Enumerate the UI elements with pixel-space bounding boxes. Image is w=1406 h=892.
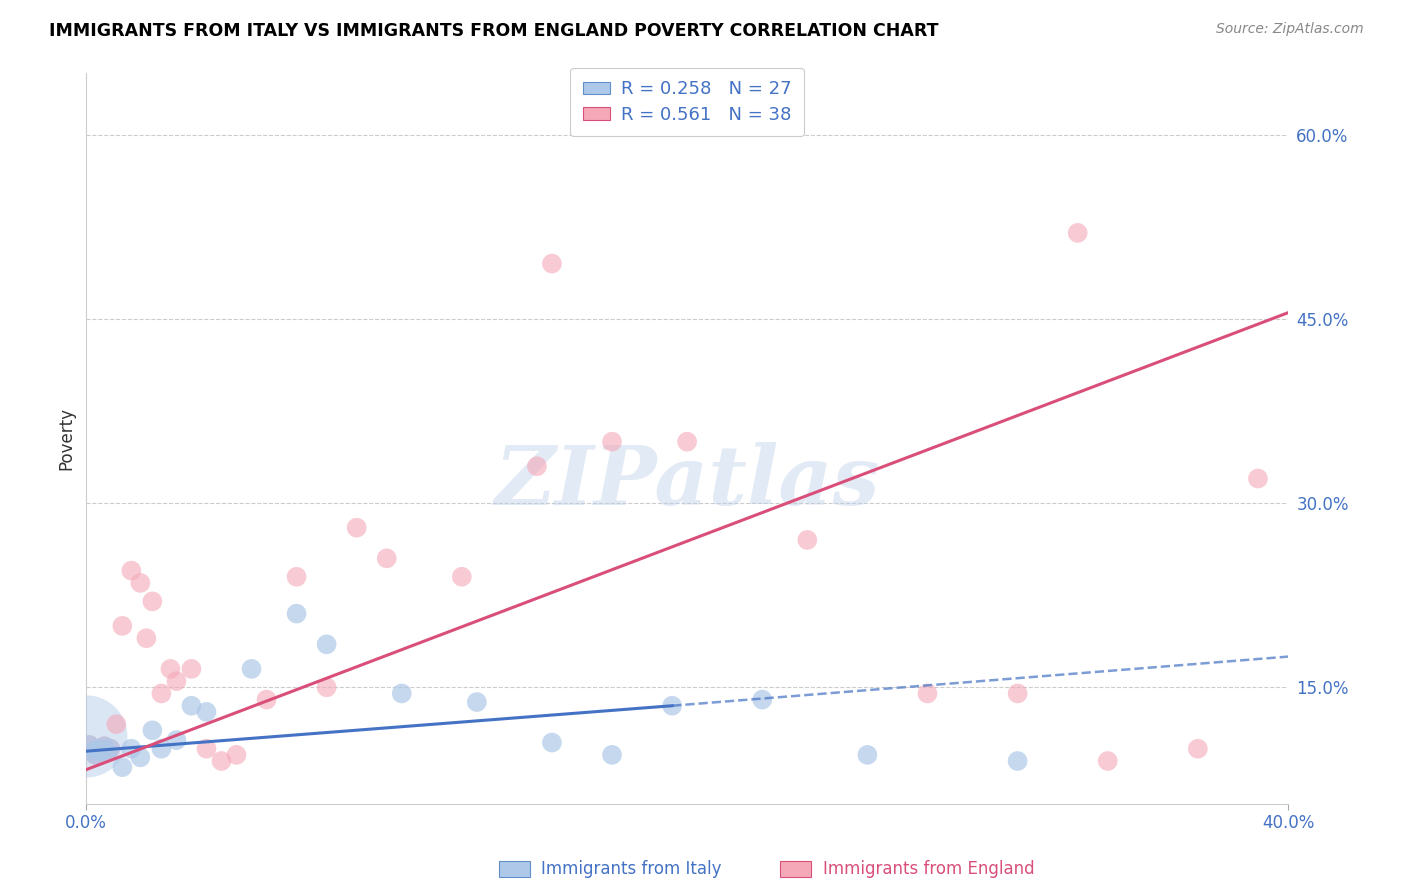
Point: [541, 735, 564, 749]
Point: [120, 564, 142, 578]
Point: [180, 698, 202, 713]
Point: [82, 744, 104, 758]
Point: [90, 744, 112, 758]
Point: [195, 741, 218, 756]
Point: [917, 686, 939, 700]
Point: [465, 695, 488, 709]
Point: [1007, 754, 1029, 768]
Point: [315, 681, 337, 695]
Point: [87, 741, 110, 756]
Point: [600, 434, 623, 449]
Text: IMMIGRANTS FROM ITALY VS IMMIGRANTS FROM ENGLAND POVERTY CORRELATION CHART: IMMIGRANTS FROM ITALY VS IMMIGRANTS FROM…: [49, 22, 939, 40]
Point: [1097, 754, 1119, 768]
Point: [796, 533, 818, 547]
Point: [600, 747, 623, 762]
Point: [96, 745, 118, 759]
Point: [1066, 226, 1088, 240]
Point: [285, 607, 308, 621]
Point: [256, 692, 278, 706]
Y-axis label: Poverty: Poverty: [58, 407, 75, 470]
Point: [120, 741, 142, 756]
Legend: R = 0.258   N = 27, R = 0.561   N = 38: R = 0.258 N = 27, R = 0.561 N = 38: [571, 68, 804, 136]
Point: [98, 741, 121, 756]
Point: [195, 705, 218, 719]
Point: [141, 723, 163, 738]
Point: [1247, 471, 1270, 485]
Point: [90, 744, 112, 758]
Point: [375, 551, 398, 566]
Point: [165, 674, 187, 689]
Point: [1007, 686, 1029, 700]
Point: [150, 741, 173, 756]
Point: [676, 434, 699, 449]
Point: [93, 739, 115, 754]
Point: [541, 257, 564, 271]
Point: [79, 738, 101, 752]
Point: [96, 745, 118, 759]
Point: [87, 741, 110, 756]
Point: [1187, 741, 1209, 756]
Point: [450, 570, 472, 584]
Point: [129, 750, 152, 764]
Point: [93, 739, 115, 754]
Point: [315, 637, 337, 651]
Point: [105, 717, 128, 731]
Point: [159, 662, 181, 676]
Text: Source: ZipAtlas.com: Source: ZipAtlas.com: [1216, 22, 1364, 37]
Point: [111, 619, 134, 633]
Point: [346, 521, 368, 535]
Point: [240, 662, 263, 676]
Text: Immigrants from England: Immigrants from England: [823, 860, 1035, 878]
Point: [180, 662, 202, 676]
Point: [82, 744, 104, 758]
Point: [79, 738, 101, 752]
Point: [661, 698, 683, 713]
Point: [211, 754, 233, 768]
Point: [150, 686, 173, 700]
Point: [98, 741, 121, 756]
Point: [84, 747, 107, 762]
Text: Immigrants from Italy: Immigrants from Italy: [541, 860, 721, 878]
Point: [751, 692, 773, 706]
Point: [111, 760, 134, 774]
Point: [141, 594, 163, 608]
Point: [225, 747, 247, 762]
Point: [135, 631, 157, 645]
Point: [75, 730, 97, 744]
Point: [165, 733, 187, 747]
Point: [129, 575, 152, 590]
Point: [391, 686, 413, 700]
Point: [285, 570, 308, 584]
Point: [856, 747, 879, 762]
Point: [84, 747, 107, 762]
Point: [526, 459, 548, 474]
Text: ZIPatlas: ZIPatlas: [495, 442, 880, 523]
